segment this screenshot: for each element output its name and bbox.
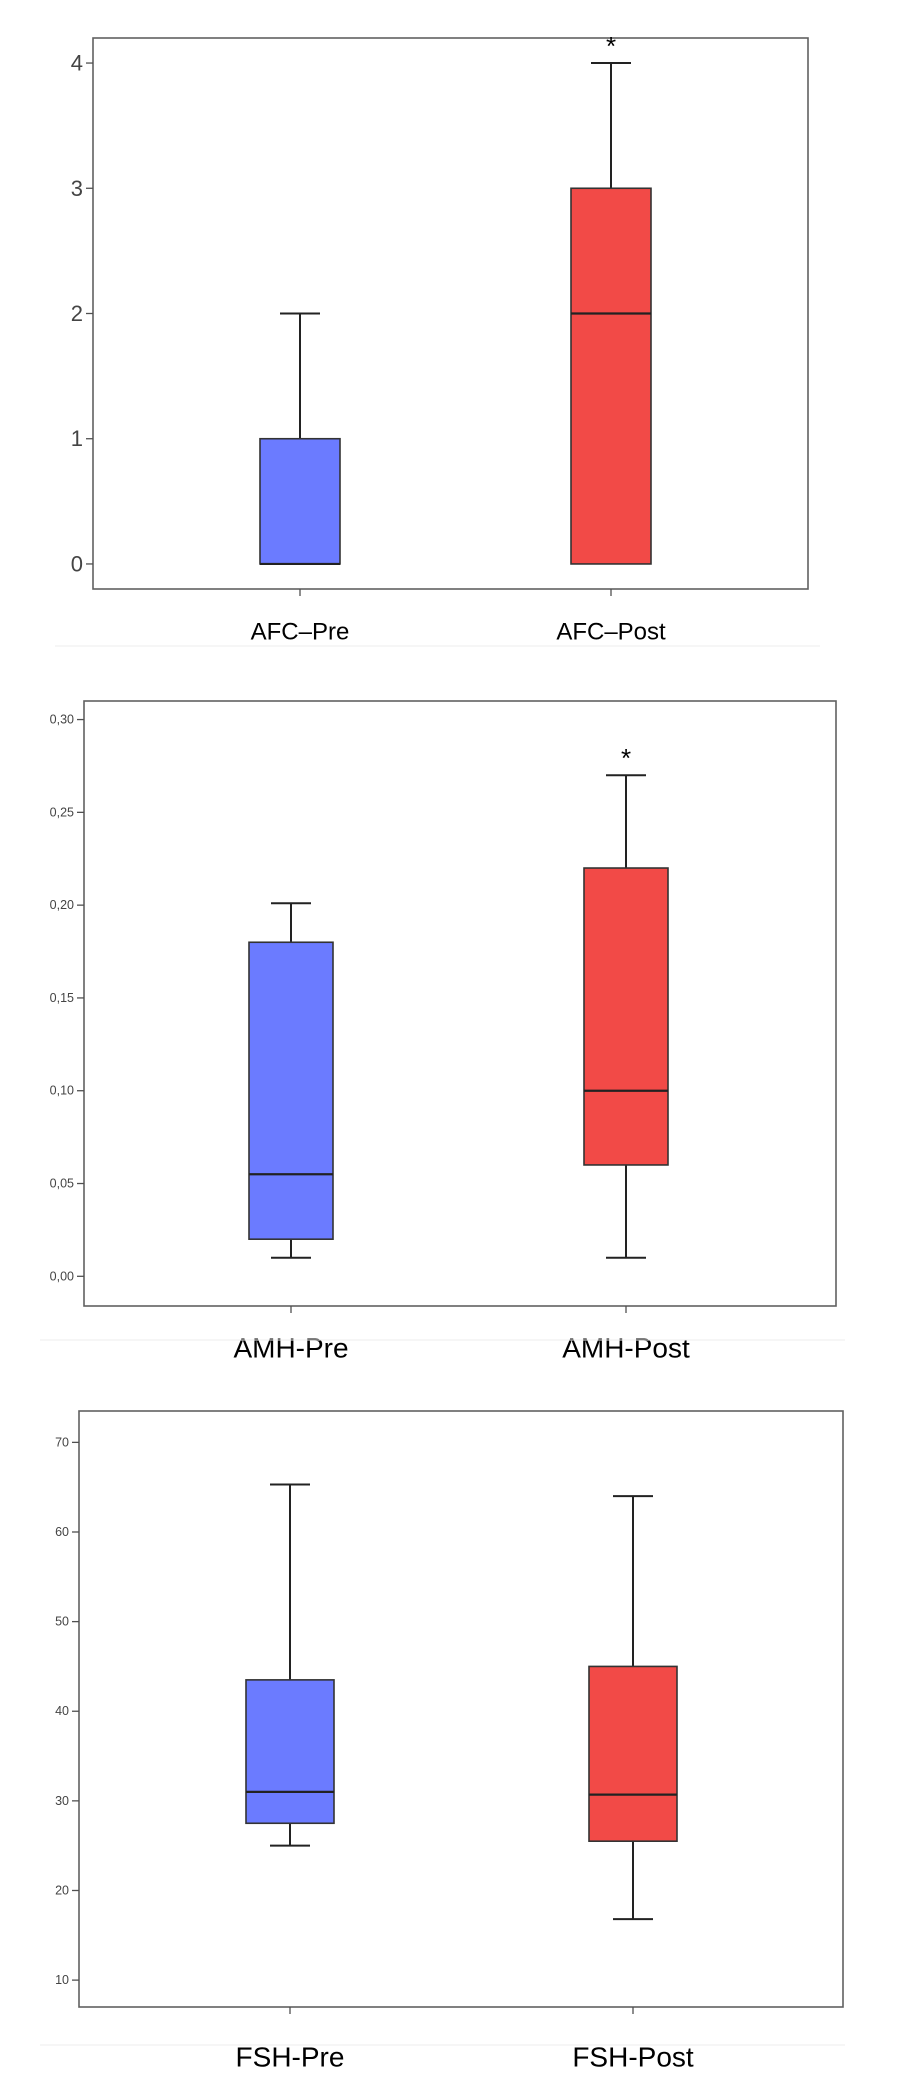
iqr-box (570, 187, 652, 565)
plot-frame (78, 1410, 844, 2008)
y-tick-label: 0 (71, 551, 83, 576)
amh-boxplot-panel: 0,00 0,05 0,10 0,15 0,20 0,25 0,30 AMH-Pre * AMH-… (50, 700, 837, 1364)
fsh-boxplot-panel: 10 20 30 40 50 60 70 FSH-Pre FSH-Post (55, 1410, 844, 2073)
y-tick-label: 4 (71, 51, 83, 76)
y-tick-label: 0,15 (50, 991, 74, 1005)
significance-star: * (621, 743, 631, 773)
box-amh-pre (248, 902, 334, 1259)
y-tick-label: 0,00 (50, 1269, 74, 1283)
y-tick-label: 70 (55, 1435, 69, 1449)
y-tick-label: 0,25 (50, 805, 74, 819)
iqr-box (259, 437, 341, 565)
box-fsh-post (588, 1495, 678, 1921)
category-label: FSH-Post (572, 2042, 694, 2073)
box-afc-post: * (570, 31, 652, 565)
y-tick-label: 20 (55, 1883, 69, 1897)
y-tick-label: 2 (71, 301, 83, 326)
y-tick-label: 0,30 (50, 713, 74, 727)
afc-boxplot-panel: 0 1 2 3 4 AFC–Pre * AFC–Post (71, 31, 809, 646)
category-label: AFC–Post (556, 619, 666, 646)
y-tick-label: 3 (71, 176, 83, 201)
y-tick-label: 40 (55, 1704, 69, 1718)
category-label: AFC–Pre (251, 619, 350, 646)
y-tick-label: 0,05 (50, 1177, 74, 1191)
category-label: FSH-Pre (236, 2042, 345, 2073)
box-amh-post: * (583, 743, 669, 1259)
iqr-box (583, 867, 669, 1166)
box-fsh-pre (245, 1483, 335, 1847)
y-tick-label: 0,10 (50, 1084, 74, 1098)
y-tick-label: 0,20 (50, 898, 74, 912)
iqr-box (248, 941, 334, 1240)
significance-star: * (606, 31, 616, 61)
plot-frame (83, 700, 837, 1307)
iqr-box (588, 1665, 678, 1842)
y-tick-label: 30 (55, 1794, 69, 1808)
y-tick-label: 1 (71, 426, 83, 451)
y-tick-label: 10 (55, 1973, 69, 1987)
y-tick-label: 60 (55, 1525, 69, 1539)
iqr-box (245, 1679, 335, 1825)
category-label: AMH-Pre (233, 1333, 348, 1364)
category-label: AMH-Post (562, 1333, 690, 1364)
y-tick-label: 50 (55, 1615, 69, 1629)
box-afc-pre (259, 312, 341, 566)
plot-frame (92, 37, 809, 590)
